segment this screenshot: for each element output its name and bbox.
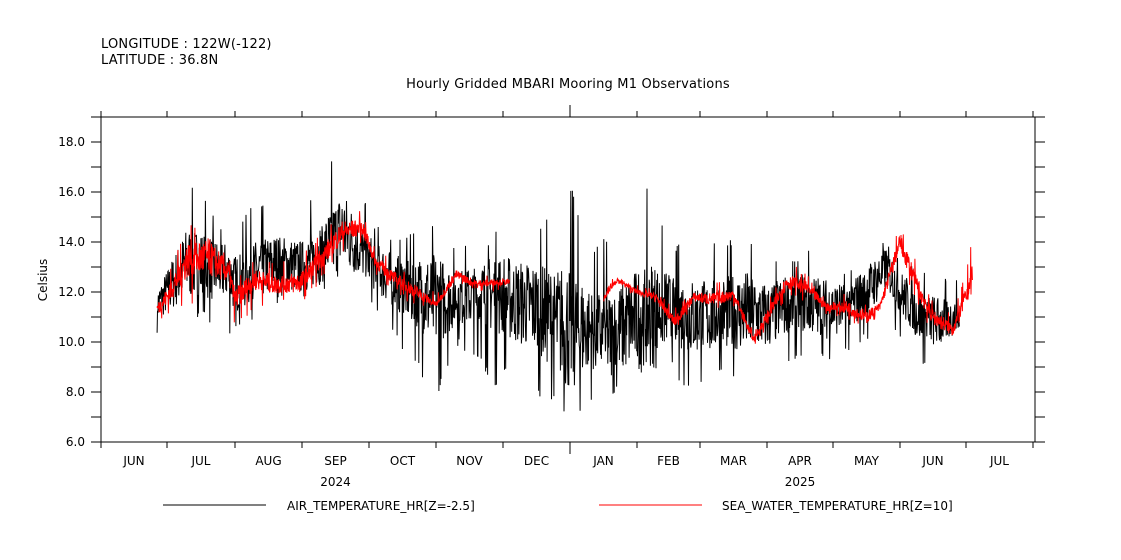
series-air-temperature [156,161,960,412]
axes-layer [100,116,1036,443]
legend: AIR_TEMPERATURE_HR[Z=-2.5] SEA_WATER_TEM… [163,499,953,513]
x-tick-label: AUG [255,454,281,468]
x-tick-label: NOV [456,454,483,468]
y-axis-label: Celsius [36,259,50,302]
legend-label-air-temperature: AIR_TEMPERATURE_HR[Z=-2.5] [287,499,475,513]
x-tick-label: JAN [592,454,614,468]
x-tick-label: SEP [324,454,346,468]
y-tick-label: 12.0 [58,285,85,299]
series-line [639,188,798,386]
series-line [479,190,641,412]
y-tick-label: 14.0 [58,235,85,249]
latitude-label: LATITUDE : 36.8N [101,53,219,68]
x-tick-label: MAR [720,454,747,468]
x-tick-label: JUN [122,454,144,468]
x-tick-label: JUN [921,454,943,468]
longitude-label: LONGITUDE : 122W(-122) [101,37,272,52]
series-sea-water-temperature [156,211,973,344]
series-line [291,211,427,306]
x-tick-label: FEB [657,454,680,468]
series-layer [156,161,973,412]
series-line [796,242,957,364]
y-tick-label: 10.0 [58,335,85,349]
series-line [156,225,293,323]
x-year-label: 2025 [785,475,816,489]
x-tick-label: APR [788,454,812,468]
legend-label-sea-water-temperature: SEA_WATER_TEMPERATURE_HR[Z=10] [722,499,953,513]
x-tick-label: OCT [390,454,416,468]
y-tick-label: 8.0 [66,385,85,399]
x-year-label: 2024 [320,475,351,489]
series-line [425,270,511,306]
chart-title: Hourly Gridded MBARI Mooring M1 Observat… [406,77,730,92]
x-tick-label: JUL [190,454,210,468]
series-line [156,187,320,334]
series-line [318,161,480,392]
y-tick-label: 16.0 [58,185,85,199]
ticks-layer: JUN JUL AUG SEP OCT NOV DEC JAN FEB MAR APR MAY JUN J… [58,105,1045,489]
x-tick-label: DEC [524,454,549,468]
series-line [733,266,868,344]
series-line [603,277,735,325]
x-tick-label: MAY [854,454,880,468]
series-line [866,234,973,336]
plot-frame [100,116,1036,443]
x-tick-label: JUL [989,454,1009,468]
y-tick-label: 6.0 [66,435,85,449]
y-tick-label: 18.0 [58,135,85,149]
